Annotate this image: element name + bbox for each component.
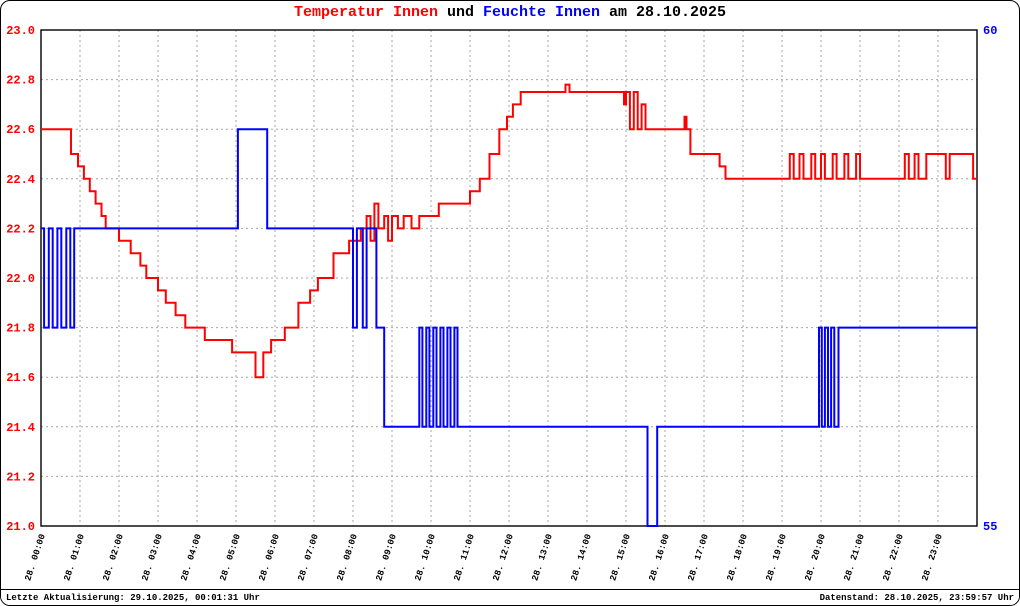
- x-axis-tick-label: 28. 07:00: [296, 533, 321, 582]
- x-axis-tick-label: 28. 01:00: [62, 533, 87, 582]
- x-axis-tick-label: 28. 14:00: [569, 533, 594, 582]
- x-axis-tick-label: 28. 05:00: [218, 533, 243, 582]
- left-axis-tick-label: 22.0: [6, 272, 35, 286]
- x-axis-tick-label: 28. 08:00: [335, 533, 360, 582]
- chart-title: Temperatur Innen und Feuchte Innen am 28…: [1, 4, 1019, 21]
- title-temperature-label: Temperatur Innen: [293, 4, 438, 21]
- left-axis-tick-label: 22.6: [6, 123, 35, 137]
- x-axis-tick-label: 28. 10:00: [413, 533, 438, 582]
- x-axis-tick-label: 28. 06:00: [257, 533, 282, 582]
- last-update-text: Letzte Aktualisierung: 29.10.2025, 00:01…: [6, 592, 260, 603]
- x-axis-tick-label: 28. 16:00: [647, 533, 672, 582]
- x-axis-tick-label: 28. 12:00: [491, 533, 516, 582]
- left-axis-tick-label: 21.4: [6, 421, 35, 435]
- left-axis-tick-label: 22.2: [6, 222, 35, 236]
- x-axis-tick-label: 28. 04:00: [179, 533, 204, 582]
- right-axis-tick-label: 60: [983, 24, 997, 38]
- title-connector: und: [437, 4, 483, 21]
- left-axis-tick-label: 21.6: [6, 371, 35, 385]
- plot-border: [40, 29, 978, 527]
- x-axis-tick-label: 28. 03:00: [140, 533, 165, 582]
- left-axis-tick-label: 21.2: [6, 470, 35, 484]
- x-axis-tick-label: 28. 13:00: [530, 533, 555, 582]
- left-axis-tick-label: 21.8: [6, 322, 35, 336]
- x-axis-tick-label: 28. 23:00: [920, 533, 945, 582]
- x-axis-tick-label: 28. 09:00: [374, 533, 399, 582]
- x-axis-tick-label: 28. 22:00: [881, 533, 906, 582]
- left-axis-tick-label: 21.0: [6, 520, 35, 534]
- humidity-series: [41, 128, 977, 527]
- x-axis-tick-label: 28. 15:00: [608, 533, 633, 582]
- title-date: am 28.10.2025: [600, 4, 727, 21]
- temperature-series: [41, 83, 977, 379]
- x-axis-tick-label: 28. 19:00: [764, 533, 789, 582]
- x-axis-tick-label: 28. 00:00: [23, 533, 48, 582]
- x-axis-tick-label: 28. 11:00: [452, 533, 477, 582]
- left-axis-tick-label: 22.4: [6, 173, 35, 187]
- x-axis-tick-label: 28. 21:00: [842, 533, 867, 582]
- right-axis-tick-label: 55: [983, 520, 997, 534]
- x-axis-tick-label: 28. 20:00: [803, 533, 828, 582]
- data-timestamp-text: Datenstand: 28.10.2025, 23:59:57 Uhr: [819, 592, 1014, 603]
- left-axis-tick-label: 23.0: [6, 24, 35, 38]
- x-axis-tick-label: 28. 18:00: [725, 533, 750, 582]
- x-axis-tick-label: 28. 02:00: [101, 533, 126, 582]
- chart-plot: 23.0 22.8 22.6 22.4 22.2 22.0 21.8 21.6 21.4 21.2…: [6, 24, 997, 582]
- x-axis-tick-label: 28. 17:00: [686, 533, 711, 582]
- title-humidity-label: Feuchte Innen: [482, 4, 601, 21]
- left-axis-tick-label: 22.8: [6, 74, 35, 88]
- status-bar: Letzte Aktualisierung: 29.10.2025, 00:01…: [1, 589, 1019, 605]
